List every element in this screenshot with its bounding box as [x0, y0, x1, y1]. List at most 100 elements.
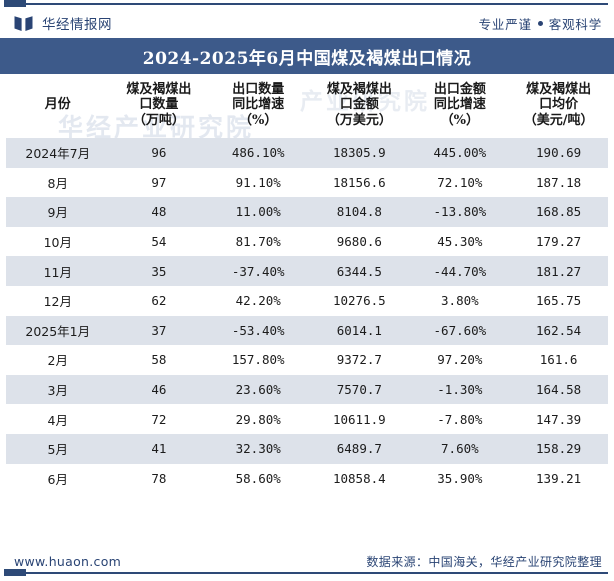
- cell-amount-growth: 45.30%: [410, 226, 510, 257]
- cell-month: 4月: [6, 404, 110, 434]
- table-header: 月份 煤及褐煤出 口数量 （万吨） 出口数量 同比增速 （%） 煤及褐煤出 口金…: [6, 74, 608, 138]
- cell-month: 6月: [6, 463, 110, 494]
- table-header-row: 月份 煤及褐煤出 口数量 （万吨） 出口数量 同比增速 （%） 煤及褐煤出 口金…: [6, 74, 608, 138]
- tagline-right: 客观科学: [548, 16, 602, 32]
- table-row: 12月 62 42.20% 10276.5 3.80% 165.75: [6, 285, 608, 316]
- cell-export-quantity: 78: [109, 463, 209, 494]
- cell-month: 2024年7月: [6, 137, 110, 168]
- brand-name: 华经情报网: [42, 17, 112, 33]
- cell-month: 11月: [6, 256, 110, 286]
- cell-average-price: 139.21: [509, 463, 608, 494]
- bottom-divider: [0, 569, 614, 577]
- cell-quantity-growth: 11.00%: [208, 197, 309, 227]
- cell-amount-growth: 35.90%: [410, 463, 510, 494]
- cell-export-quantity: 37: [109, 315, 209, 346]
- export-data-table: 月份 煤及褐煤出 口数量 （万吨） 出口数量 同比增速 （%） 煤及褐煤出 口金…: [6, 74, 608, 494]
- cell-amount-growth: 3.80%: [410, 285, 510, 316]
- column-header-average-price: 煤及褐煤出 口均价 （美元/吨）: [523, 82, 594, 128]
- table-row: 9月 48 11.00% 8104.8 -13.80% 168.85: [6, 197, 608, 227]
- cell-export-amount: 7570.7: [308, 374, 411, 405]
- cell-month: 12月: [6, 285, 110, 316]
- cell-quantity-growth: -53.40%: [208, 315, 309, 346]
- column-header-export-quantity: 煤及褐煤出 口数量 （万吨）: [126, 82, 192, 128]
- cell-quantity-growth: 23.60%: [208, 374, 309, 405]
- cell-export-amount: 10276.5: [308, 285, 411, 316]
- cell-average-price: 190.69: [509, 137, 608, 168]
- column-header-quantity-growth: 出口数量 同比增速 （%）: [232, 82, 285, 128]
- top-divider: [0, 0, 614, 8]
- top-divider-line: [4, 3, 608, 5]
- brand-tagline: 专业严谨 客观科学: [479, 14, 602, 33]
- cell-quantity-growth: -37.40%: [208, 256, 309, 286]
- cell-average-price: 164.58: [509, 374, 608, 405]
- table-container: 产业研究院 华经产业研究院 www.huaon.com 华经产业研究院 华经产业…: [0, 74, 614, 494]
- cell-export-quantity: 35: [109, 256, 209, 286]
- cell-amount-growth: -67.60%: [410, 315, 510, 346]
- bullet-dot-icon: [537, 20, 543, 26]
- cell-export-quantity: 62: [109, 285, 209, 316]
- cell-quantity-growth: 91.10%: [208, 167, 309, 198]
- cell-average-price: 162.54: [509, 315, 608, 346]
- cell-average-price: 168.85: [509, 197, 608, 227]
- cell-export-amount: 18305.9: [308, 137, 411, 168]
- cell-amount-growth: -1.30%: [410, 374, 510, 405]
- cell-month: 2月: [6, 345, 110, 375]
- cell-export-amount: 9372.7: [308, 345, 411, 375]
- table-row: 8月 97 91.10% 18156.6 72.10% 187.18: [6, 167, 608, 198]
- cell-month: 5月: [6, 433, 110, 464]
- cell-export-quantity: 72: [109, 404, 209, 434]
- cell-quantity-growth: 486.10%: [208, 137, 309, 168]
- cell-average-price: 161.6: [509, 345, 608, 375]
- table-row: 2024年7月 96 486.10% 18305.9 445.00% 190.69: [6, 137, 608, 168]
- cell-amount-growth: -44.70%: [410, 256, 510, 286]
- tagline-left: 专业严谨: [478, 16, 532, 32]
- cell-average-price: 165.75: [509, 285, 608, 316]
- cell-amount-growth: -13.80%: [410, 197, 510, 227]
- cell-month: 10月: [6, 226, 110, 257]
- cell-export-amount: 8104.8: [308, 197, 411, 227]
- cell-quantity-growth: 32.30%: [208, 433, 309, 464]
- cell-quantity-growth: 42.20%: [208, 285, 309, 316]
- table-row: 2月 58 157.80% 9372.7 97.20% 161.6: [6, 345, 608, 375]
- cell-quantity-growth: 29.80%: [208, 404, 309, 434]
- brand-bar: 华经情报网 专业严谨 客观科学: [0, 8, 614, 38]
- table-row: 11月 35 -37.40% 6344.5 -44.70% 181.27: [6, 256, 608, 286]
- footer-website-url[interactable]: www.huaon.com: [14, 554, 122, 569]
- cell-amount-growth: 97.20%: [410, 345, 510, 375]
- footer-bar: www.huaon.com 数据来源：中国海关，华经产业研究院整理: [0, 547, 614, 581]
- cell-export-quantity: 58: [109, 345, 209, 375]
- cell-export-quantity: 96: [109, 137, 209, 168]
- table-row: 3月 46 23.60% 7570.7 -1.30% 164.58: [6, 374, 608, 405]
- cell-month: 9月: [6, 197, 110, 227]
- column-header-month: 月份: [44, 97, 71, 113]
- cell-export-amount: 10611.9: [308, 404, 411, 434]
- cell-month: 3月: [6, 374, 110, 405]
- cell-export-quantity: 41: [109, 433, 209, 464]
- cell-average-price: 147.39: [509, 404, 608, 434]
- cell-export-amount: 6489.7: [308, 433, 411, 464]
- table-row: 5月 41 32.30% 6489.7 7.60% 158.29: [6, 433, 608, 464]
- column-header-amount-growth: 出口金额 同比增速 （%）: [433, 82, 486, 128]
- table-row: 10月 54 81.70% 9680.6 45.30% 179.27: [6, 226, 608, 257]
- brand-identity: 华经情报网: [14, 13, 112, 33]
- cell-month: 2025年1月: [6, 315, 110, 346]
- footer-data-source: 数据来源：中国海关，华经产业研究院整理: [366, 555, 602, 569]
- cell-export-amount: 6344.5: [308, 256, 411, 286]
- cell-export-amount: 10858.4: [308, 463, 411, 494]
- cell-amount-growth: 7.60%: [410, 433, 510, 464]
- cell-average-price: 158.29: [509, 433, 608, 464]
- cell-quantity-growth: 157.80%: [208, 345, 309, 375]
- column-header-export-amount: 煤及褐煤出 口金额 （万美元）: [326, 82, 392, 128]
- cell-amount-growth: -7.80%: [410, 404, 510, 434]
- table-row: 4月 72 29.80% 10611.9 -7.80% 147.39: [6, 404, 608, 434]
- title-banner: 2024-2025年6月中国煤及褐煤出口情况: [0, 38, 614, 74]
- open-book-icon: [14, 15, 33, 32]
- cell-quantity-growth: 58.60%: [208, 463, 309, 494]
- cell-export-amount: 9680.6: [308, 226, 411, 257]
- cell-export-quantity: 97: [109, 167, 209, 198]
- cell-export-quantity: 46: [109, 374, 209, 405]
- cell-amount-growth: 72.10%: [410, 167, 510, 198]
- cell-average-price: 187.18: [509, 167, 608, 198]
- table-row: 6月 78 58.60% 10858.4 35.90% 139.21: [6, 463, 608, 494]
- page-title: 2024-2025年6月中国煤及褐煤出口情况: [142, 48, 472, 69]
